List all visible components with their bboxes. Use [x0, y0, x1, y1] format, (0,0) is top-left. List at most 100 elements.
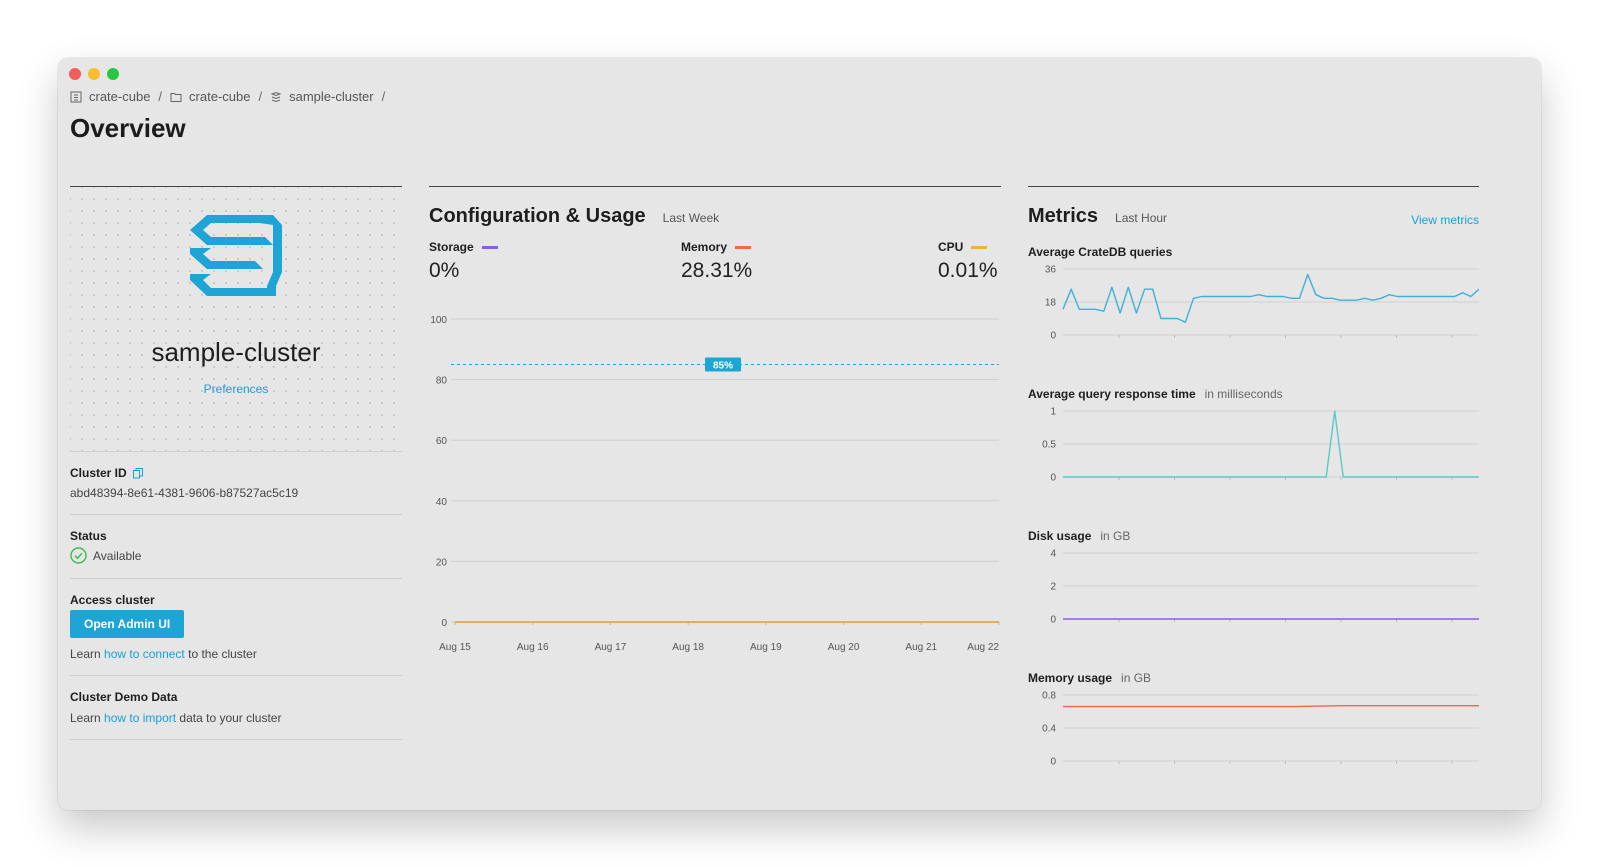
x-tick-label: Aug 18: [672, 642, 704, 653]
learn-prefix: Learn: [70, 711, 101, 725]
metric-unit: in milliseconds: [1204, 387, 1283, 401]
window-controls: [69, 68, 119, 80]
y-tick-label: 0.5: [1042, 440, 1056, 451]
cluster-stack-icon: [270, 91, 282, 102]
breadcrumb-separator: /: [381, 89, 386, 104]
demo-data-label: Cluster Demo Data: [70, 690, 178, 704]
status-row: Available: [70, 547, 402, 564]
y-tick-label: 20: [436, 557, 448, 568]
cpu-value: 0.01%: [938, 259, 998, 282]
metrics-panel: Metrics Last Hour View metrics Average C…: [1028, 186, 1479, 768]
app-window: crate-cube / crate-cube / sample-cluster…: [58, 58, 1541, 810]
metric-series-line: [1063, 705, 1479, 708]
breadcrumb-separator: /: [258, 89, 263, 104]
x-tick-label: Aug 20: [828, 642, 860, 653]
storage-stat-label: Storage: [429, 240, 498, 254]
breadcrumb-label: crate-cube: [189, 89, 251, 104]
divider: [70, 186, 402, 187]
x-tick-label: Aug 21: [905, 642, 937, 653]
storage-legend-swatch: [481, 245, 498, 249]
cluster-card: sample-cluster Preferences: [70, 187, 402, 452]
response-time-chart: 10.50: [1042, 407, 1479, 484]
cluster-id-heading: Cluster ID: [70, 466, 402, 480]
breadcrumb-label: crate-cube: [89, 89, 151, 104]
metric-unit: in GB: [1121, 671, 1152, 685]
cpu-stat-label: CPU: [938, 240, 998, 254]
stat-label: Storage: [429, 240, 474, 254]
memory-stat: Memory 28.31%: [681, 240, 752, 283]
how-to-import-link[interactable]: how to import: [104, 711, 177, 725]
y-tick-label: 0.4: [1042, 724, 1056, 735]
status-section: Status Available: [70, 515, 402, 579]
metric-title: Average query response time: [1028, 387, 1196, 401]
cpu-legend-swatch: [971, 245, 988, 249]
connect-suffix: to the cluster: [188, 647, 257, 661]
breadcrumb: crate-cube / crate-cube / sample-cluster…: [70, 89, 393, 104]
import-help-text: Learn how to import data to your cluster: [70, 711, 402, 725]
y-tick-label: 0: [1050, 331, 1056, 342]
page-title: Overview: [70, 113, 186, 143]
memory-value: 28.31%: [681, 259, 753, 282]
organization-icon: [70, 91, 82, 102]
y-tick-label: 80: [436, 376, 448, 387]
disk-usage-chart: 4 2 0: [1050, 549, 1479, 626]
response-time-metric: Average query response time in milliseco…: [1028, 387, 1479, 493]
storage-value: 0%: [429, 259, 460, 282]
import-suffix: data to your cluster: [179, 711, 282, 725]
demo-data-section: Cluster Demo Data Learn how to import da…: [70, 676, 402, 740]
threshold-badge: [705, 357, 741, 372]
usage-header: Configuration & Usage Last Week: [429, 205, 1001, 228]
y-tick-label: 40: [436, 497, 448, 508]
metric-series-line: [1062, 273, 1479, 323]
x-tick-label: Aug 19: [750, 642, 782, 653]
configuration-usage-panel: Configuration & Usage Last Week Storage …: [429, 186, 1001, 657]
y-tick-label: 60: [436, 436, 448, 447]
status-label: Status: [70, 529, 107, 543]
metric-title: Average CrateDB queries: [1028, 245, 1173, 259]
breadcrumb-label: sample-cluster: [289, 89, 374, 104]
how-to-connect-link[interactable]: how to connect: [104, 647, 185, 661]
access-label: Access cluster: [70, 593, 155, 607]
y-tick-label: 36: [1045, 265, 1057, 276]
copy-icon[interactable]: [132, 467, 143, 479]
breadcrumb-organization[interactable]: crate-cube: [70, 89, 150, 104]
y-tick-label: 0: [1050, 615, 1056, 626]
close-window-button[interactable]: [69, 68, 81, 80]
open-admin-ui-button[interactable]: Open Admin UI: [70, 610, 185, 638]
metrics-period: Last Hour: [1115, 211, 1168, 225]
check-circle-icon: [70, 547, 87, 564]
stat-label: Memory: [681, 240, 728, 254]
breadcrumb-cluster[interactable]: sample-cluster: [270, 89, 374, 104]
y-tick-label: 0: [441, 618, 447, 629]
cpu-stat: CPU 0.01%: [938, 240, 998, 283]
usage-stats: Storage 0% Memory 28.31% CPU 0.01%: [429, 240, 1001, 300]
divider: [429, 186, 1001, 187]
disk-usage-metric: Disk usage in GB 4 2 0: [1028, 529, 1479, 635]
x-tick-label: Aug 22: [967, 642, 999, 653]
access-section: Access cluster Open Admin UI Learn how t…: [70, 579, 402, 676]
x-tick-label: Aug 17: [595, 642, 627, 653]
cratedb-logo-icon: [190, 215, 282, 296]
breadcrumb-separator: /: [158, 89, 163, 104]
view-metrics-link[interactable]: View metrics: [1411, 213, 1479, 227]
response-time-heading: Average query response time in milliseco…: [1028, 387, 1479, 401]
x-tick-label: Aug 15: [439, 642, 471, 653]
cluster-id-label: Cluster ID: [70, 466, 127, 480]
cluster-name: sample-cluster: [151, 337, 321, 367]
metrics-header: Metrics Last Hour: [1028, 205, 1479, 228]
metric-unit: in GB: [1100, 529, 1131, 543]
y-tick-label: 1: [1050, 407, 1056, 418]
zoom-window-button[interactable]: [107, 68, 119, 80]
breadcrumb-project[interactable]: crate-cube: [170, 89, 250, 104]
connect-help-text: Learn how to connect to the cluster: [70, 647, 402, 661]
metrics-title: Metrics: [1028, 205, 1099, 227]
memory-usage-metric: Memory usage in GB 0.8 0.4 0: [1028, 671, 1479, 777]
metric-title: Memory usage: [1028, 671, 1113, 685]
minimize-window-button[interactable]: [88, 68, 100, 80]
usage-title: Configuration & Usage: [429, 205, 646, 227]
metric-series-line: [1063, 410, 1479, 478]
status-badge: Available: [93, 548, 142, 563]
usage-period: Last Week: [662, 211, 720, 225]
preferences-link[interactable]: Preferences: [203, 382, 269, 396]
y-tick-label: 0: [1050, 473, 1056, 484]
